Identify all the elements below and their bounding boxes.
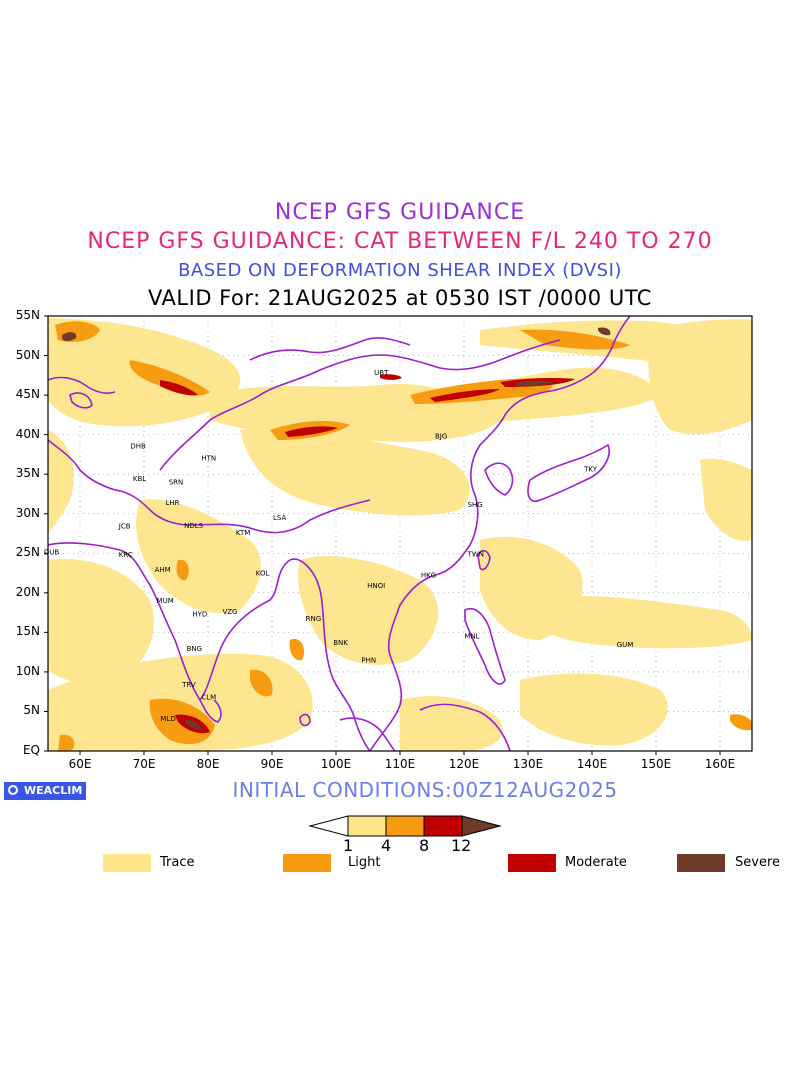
lat-label: EQ xyxy=(22,743,40,757)
lon-label: 60E xyxy=(68,757,92,771)
station-hkg: HKG xyxy=(421,572,436,580)
legend-label-trace: Trace xyxy=(160,855,195,870)
legend-label-light: Light xyxy=(348,855,381,870)
station-ubt: UBT xyxy=(374,369,389,377)
lat-label: 50N xyxy=(15,347,40,362)
station-mld: MLD xyxy=(160,715,175,723)
station-htn: HTN xyxy=(201,455,216,463)
lat-label: 55N xyxy=(15,308,40,322)
station-bnk: BNK xyxy=(333,639,348,647)
legend-label-severe: Severe xyxy=(735,855,780,870)
lon-label: 100E xyxy=(320,757,352,771)
severe-areas xyxy=(62,327,611,730)
title-line-1: NCEP GFS GUIDANCE xyxy=(274,200,526,225)
lon-label: 110E xyxy=(384,757,416,771)
lat-label: 25N xyxy=(15,545,40,560)
station-srn: SRN xyxy=(169,478,184,486)
colorbar-level-12: 12 xyxy=(451,836,472,855)
colorbar-level-4: 4 xyxy=(381,836,392,855)
weaclim-badge: WEACLIM xyxy=(4,782,87,800)
colorbar-over xyxy=(461,815,502,837)
station-gum: GUM xyxy=(617,641,634,649)
colorbar-level-8: 8 xyxy=(419,836,430,855)
station-kol: KOL xyxy=(256,569,270,577)
country-borders xyxy=(48,316,631,751)
lon-label: 150E xyxy=(640,757,672,771)
colorbar-bin-trace xyxy=(347,815,387,837)
colorbar-bin-light xyxy=(385,815,425,837)
legend-swatch-trace xyxy=(103,854,151,872)
lon-label: 90E xyxy=(260,757,284,771)
station-bjg: BJG xyxy=(435,432,447,440)
station-jcb: JCB xyxy=(118,523,131,531)
lat-label: 40N xyxy=(15,426,40,441)
legend-swatch-severe xyxy=(677,854,725,872)
legend-swatch-moderate xyxy=(508,854,556,872)
station-rng: RNG xyxy=(306,615,322,623)
lon-label: 140E xyxy=(576,757,608,771)
lat-label: 20N xyxy=(15,584,40,599)
weaclim-logo-icon xyxy=(8,785,18,795)
station-mum: MUM xyxy=(157,597,174,605)
lat-label: 45N xyxy=(15,387,40,402)
station-dhb: DHB xyxy=(130,443,146,451)
weaclim-label: WEACLIM xyxy=(24,784,83,797)
station-krc: KRC xyxy=(119,551,133,559)
title-line-3: BASED ON DEFORMATION SHEAR INDEX (DVSI) xyxy=(178,260,622,281)
cat-map: UBT BJG DHB HTN KBL SRN LHR JCB NDLS KTM LSA SHG TKY… xyxy=(44,315,753,837)
lat-label: 5N xyxy=(23,703,40,718)
lon-label: 120E xyxy=(448,757,480,771)
lon-label: 80E xyxy=(196,757,220,771)
colorbar-level-1: 1 xyxy=(343,836,354,855)
valid-time: VALID For: 21AUG2025 at 0530 IST /0000 U… xyxy=(148,286,652,310)
station-dub: DUB xyxy=(44,549,60,557)
colorbar xyxy=(308,815,502,837)
station-tky: TKY xyxy=(583,466,598,474)
legend-swatch-light xyxy=(283,854,331,872)
lon-label: 70E xyxy=(132,757,156,771)
station-vzg: VZG xyxy=(222,608,237,616)
station-kbl: KBL xyxy=(133,475,146,483)
station-phn: PHN xyxy=(361,656,376,664)
title-line-2: NCEP GFS GUIDANCE: CAT BETWEEN F/L 240 T… xyxy=(87,229,713,254)
station-trv: TRV xyxy=(181,681,196,689)
station-bng: BNG xyxy=(187,645,202,653)
lat-label: 35N xyxy=(15,466,40,481)
lat-label: 30N xyxy=(15,505,40,520)
colorbar-bin-moderate xyxy=(423,815,463,837)
station-ahm: AHM xyxy=(155,566,171,574)
initial-conditions: INITIAL CONDITIONS:00Z12AUG2025 xyxy=(232,778,618,802)
lon-label: 130E xyxy=(512,757,544,771)
station-ndls: NDLS xyxy=(184,522,204,530)
lat-label: 15N xyxy=(15,624,40,639)
station-twn: TWN xyxy=(467,550,484,558)
station-ktm: KTM xyxy=(236,529,250,537)
station-labels: UBT BJG DHB HTN KBL SRN LHR JCB NDLS KTM LSA SHG TKY… xyxy=(44,369,633,723)
lat-label: 10N xyxy=(15,663,40,678)
station-hyd: HYD xyxy=(192,610,207,618)
lon-label: 160E xyxy=(704,757,736,771)
colorbar-under xyxy=(308,815,349,837)
legend-label-moderate: Moderate xyxy=(565,855,627,870)
axis-ticks xyxy=(44,315,721,755)
station-lhr: LHR xyxy=(166,499,180,507)
station-hnoi: HNOI xyxy=(367,582,385,590)
station-lsa: LSA xyxy=(273,514,286,522)
station-mnl: MNL xyxy=(464,633,479,641)
station-clm: CLM xyxy=(201,693,216,701)
station-shg: SHG xyxy=(468,501,483,509)
